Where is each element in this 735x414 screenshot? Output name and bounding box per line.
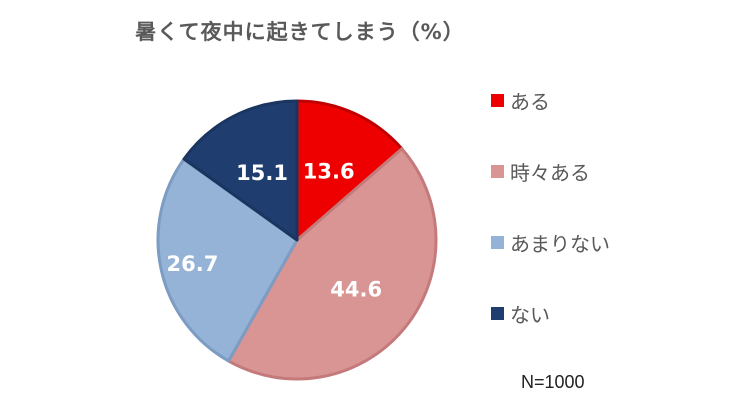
sample-size-note: N=1000 [521, 372, 585, 392]
legend-item-2: 時々ある [491, 157, 590, 186]
legend-label: ない [510, 303, 550, 327]
pie-slice-4 [182, 99, 299, 242]
legend-item-4: ない [491, 299, 550, 328]
legend-swatch [491, 307, 504, 320]
legend-label: あまりない [510, 232, 610, 256]
legend-label: ある [510, 90, 550, 114]
pie-slice-1 [295, 99, 404, 242]
legend-item-3: あまりない [491, 228, 610, 257]
data-label-4: 15.1 [236, 161, 288, 185]
data-label-1: 13.6 [303, 159, 355, 183]
legend-swatch [491, 236, 504, 249]
chart-title: 暑くて夜中に起きてしまう（%） [135, 20, 465, 44]
legend-swatch [491, 94, 504, 107]
pie-slice-3 [156, 157, 299, 363]
legend-item-1: ある [491, 86, 550, 115]
legend-swatch [491, 165, 504, 178]
data-label-3: 26.7 [167, 252, 219, 276]
data-label-2: 44.6 [330, 277, 382, 301]
pie-slice-2 [227, 147, 438, 381]
legend-label: 時々ある [510, 161, 590, 185]
